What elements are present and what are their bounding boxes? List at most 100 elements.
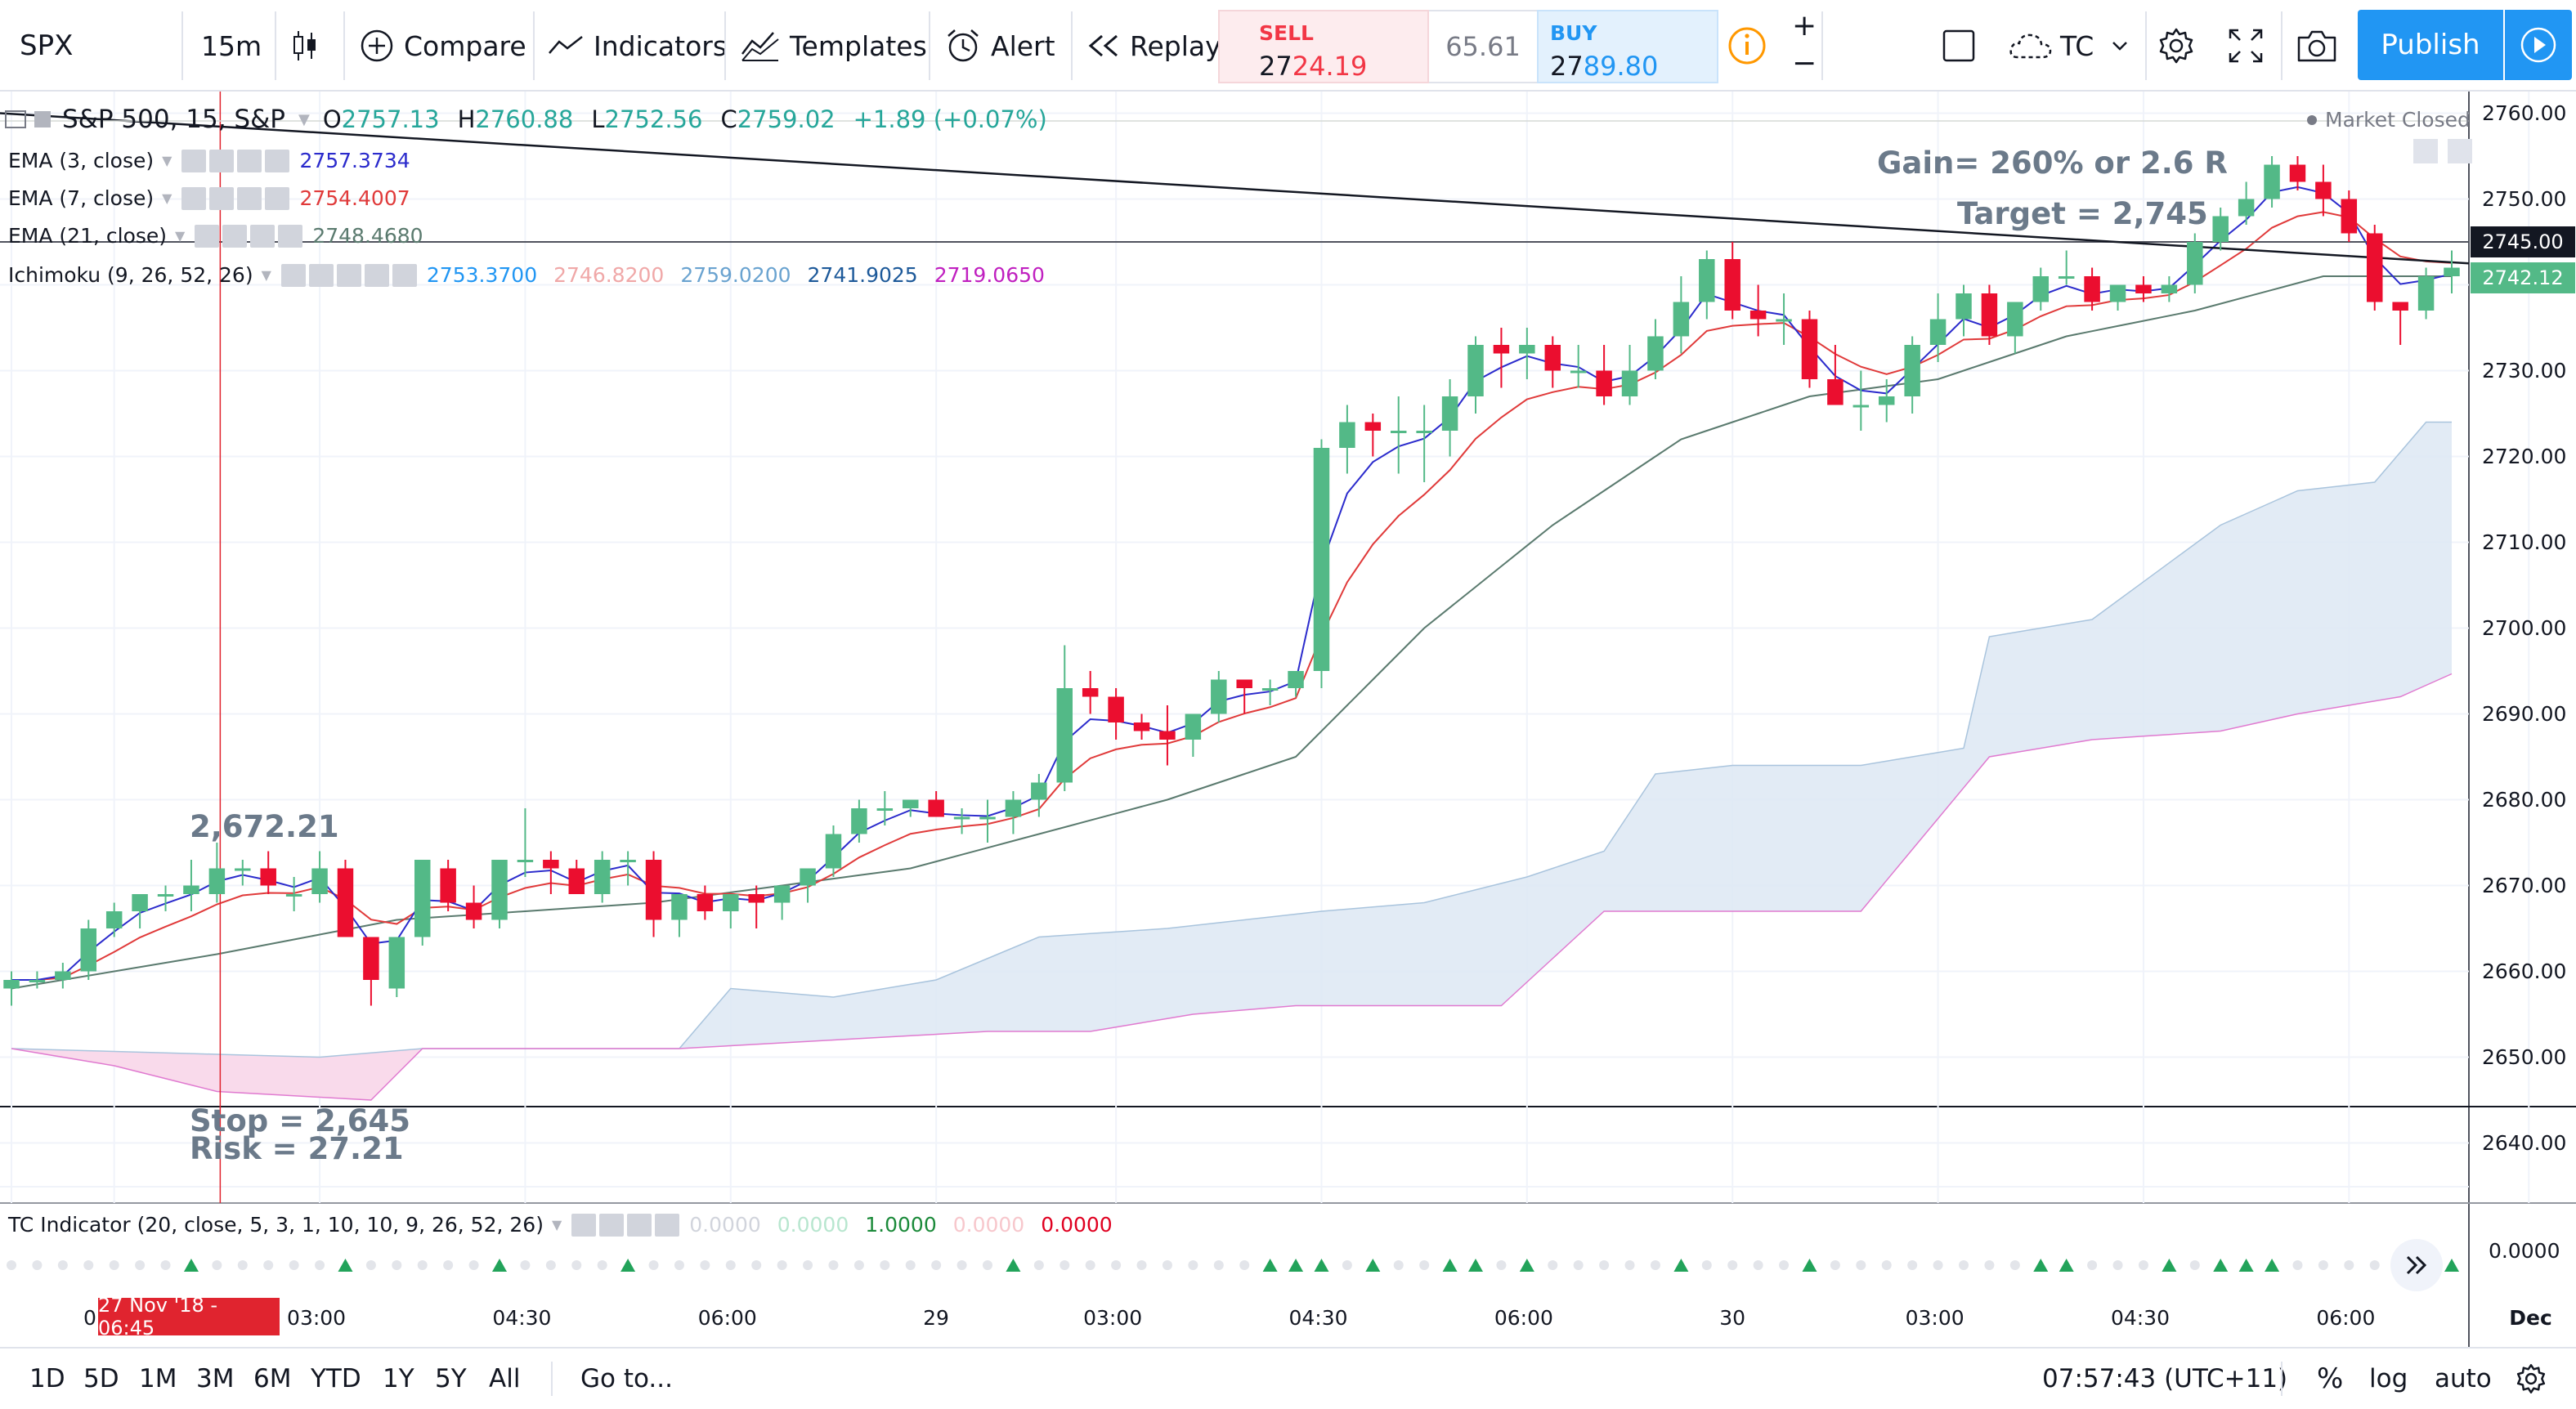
settings-button[interactable] [2157, 8, 2196, 83]
go-to-button[interactable]: Go to... [580, 1364, 673, 1393]
range-6m[interactable]: 6M [253, 1364, 292, 1393]
candle-body [773, 885, 791, 903]
chevron-down-icon[interactable]: ▼ [298, 110, 310, 128]
range-5d[interactable]: 5D [83, 1364, 119, 1393]
square-layout-icon [1941, 28, 1977, 64]
study-buttons[interactable] [280, 263, 417, 287]
tc-dot [1213, 1260, 1224, 1270]
tc-dot [571, 1260, 582, 1270]
tc-up-arrow-icon [1802, 1259, 1817, 1272]
candle-body [1133, 722, 1150, 731]
collapse-icon[interactable] [5, 110, 26, 128]
tc-dot [1111, 1260, 1122, 1270]
snapshot-button[interactable] [2296, 8, 2338, 83]
candle-body [2264, 164, 2280, 199]
publish-button[interactable]: Publish [2358, 10, 2503, 80]
publish-dropdown-button[interactable] [2505, 10, 2572, 80]
arrow-down-icon[interactable] [2448, 139, 2472, 163]
ichimoku-value-3: 2759.0200 [680, 263, 791, 287]
zoom-out-button[interactable]: − [1792, 46, 1817, 80]
study-buttons[interactable] [181, 149, 290, 172]
axis-settings-button[interactable] [2515, 1349, 2547, 1409]
templates-button[interactable]: Templates [741, 8, 927, 83]
candle-body [2161, 284, 2178, 293]
cloud-layout-button[interactable]: TC [2008, 8, 2128, 83]
chevron-down-icon [2112, 40, 2128, 51]
buy-button[interactable]: BUY 2789.80 [1537, 10, 1718, 83]
zoom-in-button[interactable]: + [1792, 8, 1817, 42]
ichimoku-legend[interactable]: Ichimoku (9, 26, 52, 26) ▼ 2753.3700 274… [8, 263, 1045, 287]
divider [1821, 11, 1823, 80]
tc-indicator-legend[interactable]: TC Indicator (20, close, 5, 3, 1, 10, 10… [8, 1213, 1113, 1237]
replay-button[interactable]: Replay [1087, 8, 1221, 83]
indicators-button[interactable]: Indicators [548, 8, 727, 83]
interval-button[interactable]: 15m [201, 29, 262, 62]
target-price-tag: 2745.00 [2471, 226, 2575, 257]
study-buttons[interactable] [181, 186, 290, 210]
auto-toggle[interactable]: auto [2435, 1364, 2492, 1393]
percent-toggle[interactable]: % [2317, 1362, 2344, 1395]
range-ytd[interactable]: YTD [311, 1364, 361, 1393]
divider [551, 1362, 553, 1396]
study-buttons[interactable] [195, 224, 303, 248]
ichimoku-label: Ichimoku (9, 26, 52, 26) [8, 263, 253, 287]
ema3-label: EMA (3, close) [8, 149, 155, 172]
chevron-down-icon[interactable]: ▼ [551, 1217, 562, 1232]
ema21-legend[interactable]: EMA (21, close) ▼ 2748.4680 [8, 224, 423, 248]
candles-icon [291, 29, 319, 62]
arrow-down-icon[interactable] [2413, 139, 2438, 163]
range-3m[interactable]: 3M [196, 1364, 235, 1393]
range-1y[interactable]: 1Y [383, 1364, 414, 1393]
entry-annotation[interactable]: 2,672.21 [190, 809, 339, 844]
stop-annotation[interactable]: Stop = 2,645 [190, 1103, 411, 1138]
study-buttons[interactable] [571, 1213, 680, 1237]
candle-body [2058, 276, 2075, 279]
buy-price: 2789.80 [1550, 51, 1659, 82]
candle-body [1981, 293, 1998, 337]
clock-timezone[interactable]: 07:57:43 (UTC+11) [2042, 1364, 2288, 1393]
range-all[interactable]: All [489, 1364, 521, 1393]
price-axis-tick: 2720.00 [2482, 444, 2567, 468]
ichimoku-cloud-bearish [11, 1049, 423, 1100]
candle-body [979, 816, 996, 820]
candle-body [2392, 302, 2408, 311]
tc-dot [803, 1260, 813, 1270]
log-toggle[interactable]: log [2369, 1364, 2408, 1393]
chevron-down-icon[interactable]: ▼ [162, 190, 172, 206]
range-1m[interactable]: 1M [139, 1364, 177, 1393]
price-chart[interactable] [0, 92, 2576, 1347]
chevron-down-icon[interactable]: ▼ [175, 228, 186, 244]
tc-dot [648, 1260, 659, 1270]
fullscreen-button[interactable] [2227, 8, 2265, 83]
scroll-to-realtime-button[interactable] [2390, 1239, 2443, 1291]
symbol-search[interactable]: SPX [20, 29, 74, 62]
chart-style-button[interactable] [291, 8, 319, 83]
risk-annotation[interactable]: Risk = 27.21 [190, 1131, 404, 1166]
chevron-down-icon[interactable]: ▼ [162, 153, 172, 168]
ema7-legend[interactable]: EMA (7, close) ▼ 2754.4007 [8, 186, 410, 210]
candle-body [1159, 731, 1176, 740]
price-axis-tick: 2640.00 [2482, 1130, 2567, 1155]
target-annotation[interactable]: Target = 2,745 [1957, 196, 2208, 231]
candle-body [1699, 259, 1715, 302]
gain-annotation[interactable]: Gain= 260% or 2.6 R [1877, 145, 2228, 181]
market-status-label: Market Closed [2325, 108, 2471, 132]
chevron-down-icon[interactable]: ▼ [261, 267, 271, 283]
range-5y[interactable]: 5Y [435, 1364, 467, 1393]
compare-button[interactable]: Compare [360, 8, 526, 83]
alert-button[interactable]: Alert [945, 8, 1055, 83]
ema3-legend[interactable]: EMA (3, close) ▼ 2757.3734 [8, 149, 410, 172]
tc-dot [1548, 1260, 1558, 1270]
tc-up-arrow-icon [492, 1259, 507, 1272]
candle-body [183, 885, 199, 894]
sell-button[interactable]: SELL 2724.19 [1218, 10, 1429, 83]
range-1d[interactable]: 1D [29, 1364, 65, 1393]
ichimoku-value-5: 2719.0650 [934, 263, 1045, 287]
layout-name: TC [2060, 29, 2094, 62]
compare-label: Compare [404, 29, 526, 62]
tc-value-4: 0.0000 [952, 1213, 1025, 1237]
layout-square-button[interactable] [1941, 8, 1977, 83]
info-button[interactable] [1727, 8, 1767, 83]
tc-dot [1984, 1260, 1995, 1270]
tc-dot [956, 1260, 967, 1270]
